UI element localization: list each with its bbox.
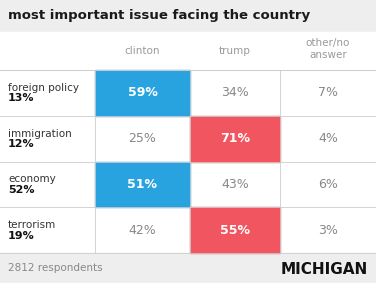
Text: other/no
answer: other/no answer	[306, 38, 350, 60]
Text: 51%: 51%	[127, 178, 158, 191]
Text: trump: trump	[219, 46, 251, 56]
Text: 59%: 59%	[127, 86, 158, 99]
Text: MICHIGAN: MICHIGAN	[281, 261, 368, 276]
Bar	[0, 0, 376, 32]
Text: 71%: 71%	[220, 132, 250, 145]
Text: economy: economy	[8, 174, 56, 185]
Text: clinton: clinton	[125, 46, 160, 56]
Bar	[190, 207, 280, 253]
Text: 52%: 52%	[8, 185, 35, 195]
Bar	[190, 116, 280, 162]
Bar	[0, 253, 376, 283]
Text: 7%: 7%	[318, 86, 338, 99]
Text: 4%: 4%	[318, 132, 338, 145]
Text: terrorism: terrorism	[8, 220, 56, 230]
Text: 3%: 3%	[318, 224, 338, 237]
Text: immigration: immigration	[8, 129, 72, 139]
Text: 6%: 6%	[318, 178, 338, 191]
Text: 25%: 25%	[129, 132, 156, 145]
Text: 13%: 13%	[8, 93, 35, 103]
Text: 34%: 34%	[221, 86, 249, 99]
Text: 2812 respondents: 2812 respondents	[8, 263, 103, 273]
Text: most important issue facing the country: most important issue facing the country	[8, 10, 310, 23]
Text: 43%: 43%	[221, 178, 249, 191]
Text: 12%: 12%	[8, 139, 35, 149]
Bar	[95, 70, 190, 116]
Bar	[95, 162, 190, 207]
Bar	[0, 32, 376, 253]
Text: 55%: 55%	[220, 224, 250, 237]
Text: foreign policy: foreign policy	[8, 83, 79, 93]
Text: 19%: 19%	[8, 231, 35, 241]
Text: 42%: 42%	[129, 224, 156, 237]
